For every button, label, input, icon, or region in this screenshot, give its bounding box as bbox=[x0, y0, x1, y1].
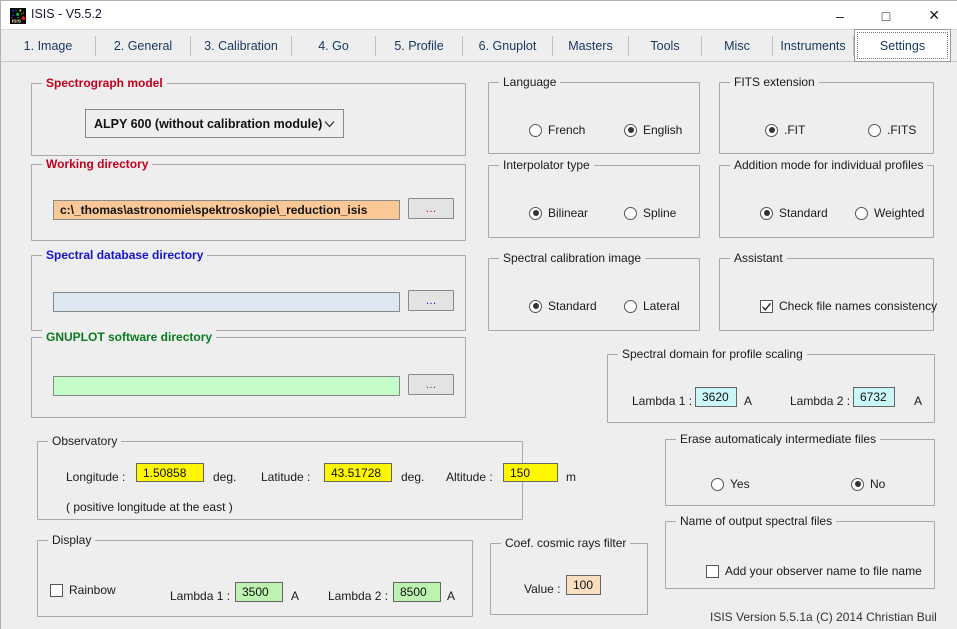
svg-text:ISIS: ISIS bbox=[12, 18, 22, 24]
